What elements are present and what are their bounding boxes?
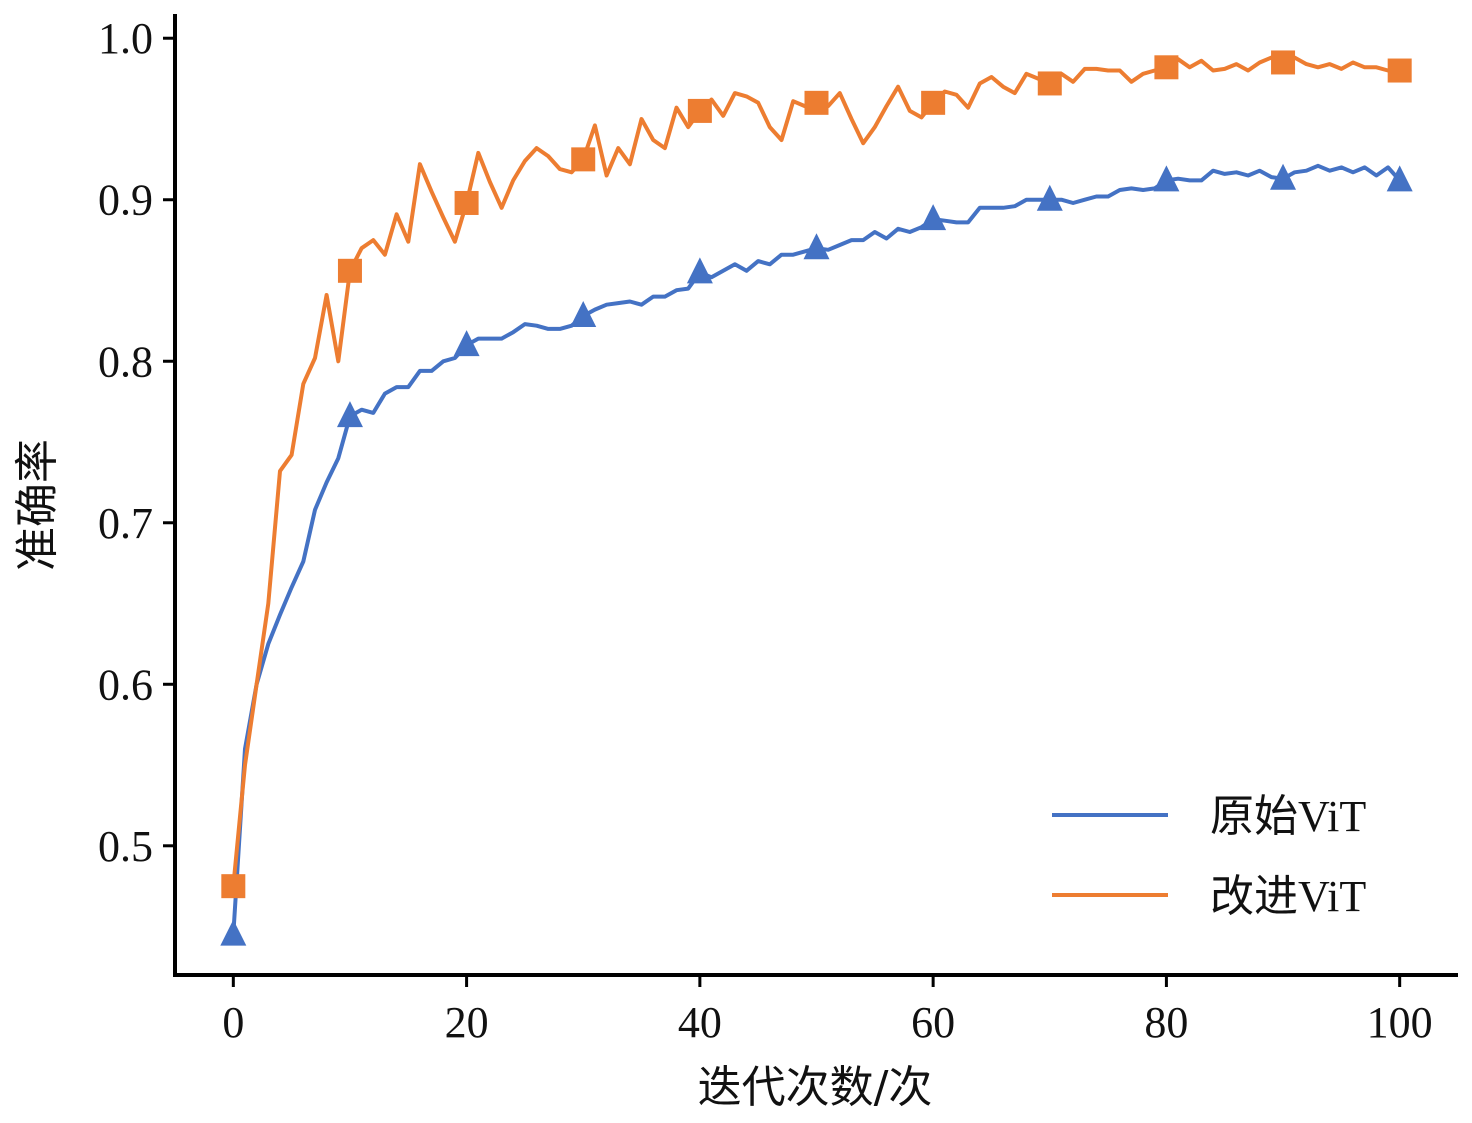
data-point-original-vit [1036, 184, 1063, 211]
legend-label-original-vit: 原始ViT [1210, 792, 1366, 841]
y-tick-label: 0.9 [98, 176, 153, 225]
data-point-improved-vit [687, 98, 712, 123]
data-point-improved-vit [454, 190, 479, 215]
data-point-improved-vit [221, 874, 246, 899]
data-point-improved-vit [921, 90, 946, 115]
x-tick-label: 20 [445, 998, 489, 1047]
y-tick-label: 1.0 [98, 14, 153, 63]
axes-layer [173, 14, 1458, 977]
y-tick-label: 0.7 [98, 499, 153, 548]
y-tick-label: 0.8 [98, 337, 153, 386]
y-tick-label: 0.5 [98, 822, 153, 871]
data-point-original-vit [686, 257, 713, 284]
legend-label-improved-vit: 改进ViT [1210, 872, 1366, 921]
data-point-original-vit [1270, 163, 1297, 190]
data-point-improved-vit [1271, 50, 1296, 75]
ticks-layer: 0 20 40 60 80 100 0.5 0.6 0.7 0.8 0.9 1.0 [98, 14, 1433, 1047]
y-axis-title: 准确率 [12, 439, 63, 571]
x-tick-label: 100 [1367, 998, 1433, 1047]
data-point-improved-vit [1387, 58, 1412, 83]
legend: 原始ViT 改进ViT [1052, 792, 1366, 921]
data-point-improved-vit [804, 90, 829, 115]
data-point-original-vit [570, 301, 597, 328]
series-line-improved-vit [231, 55, 1402, 889]
x-tick-label: 80 [1144, 998, 1188, 1047]
data-point-improved-vit [1037, 71, 1062, 96]
series-layer [220, 50, 1413, 946]
x-axis-title: 迭代次数/次 [698, 1062, 933, 1113]
data-point-improved-vit [337, 258, 362, 283]
data-point-original-vit [453, 330, 480, 357]
data-point-original-vit [1153, 165, 1180, 192]
data-point-original-vit [220, 919, 247, 946]
x-tick-label: 0 [222, 998, 244, 1047]
data-point-original-vit [336, 401, 363, 428]
data-point-improved-vit [571, 147, 596, 172]
x-tick-label: 60 [911, 998, 955, 1047]
x-tick-label: 40 [678, 998, 722, 1047]
y-tick-label: 0.6 [98, 660, 153, 709]
data-point-original-vit [920, 204, 947, 231]
data-point-original-vit [1386, 165, 1413, 192]
data-point-improved-vit [1154, 55, 1179, 80]
data-point-original-vit [803, 233, 830, 260]
